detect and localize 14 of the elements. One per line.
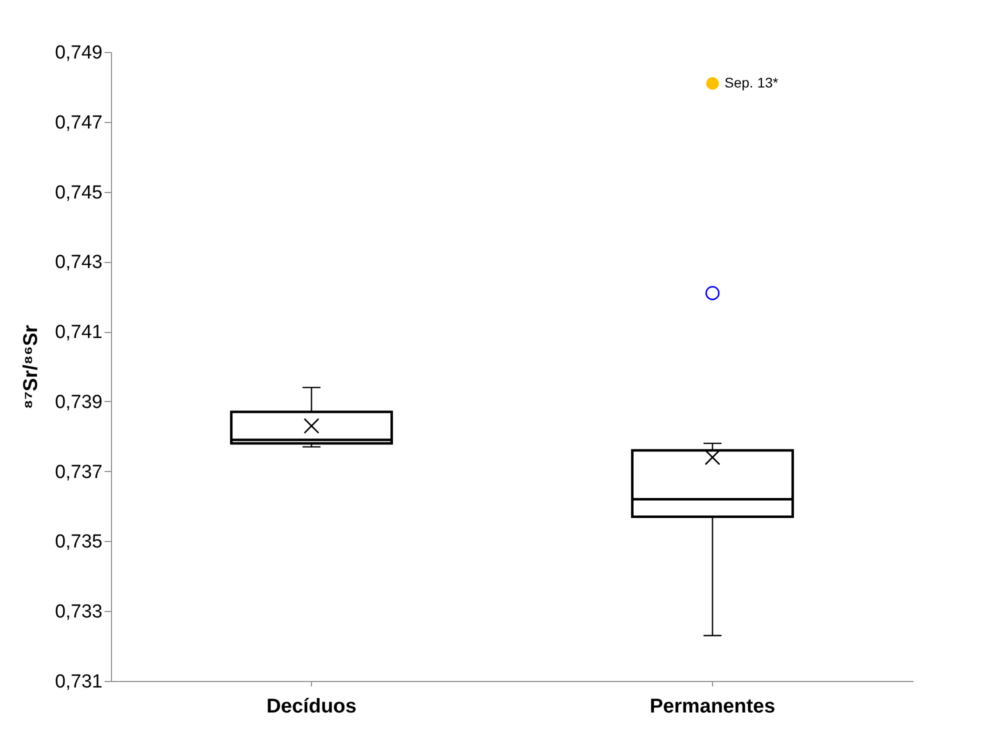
x-tick-label: Permanentes	[650, 696, 776, 718]
x-tick-label: Decíduos	[266, 696, 357, 718]
y-tick-label: 0,749	[54, 42, 102, 64]
y-tick-label: 0,739	[54, 392, 102, 413]
y-tick-label: 0,735	[54, 532, 102, 553]
series-label: Sep. 13*	[724, 74, 779, 90]
y-tick-label: 0,733	[54, 602, 102, 623]
y-tick-label: 0,741	[54, 322, 102, 344]
y-tick-label: 0,737	[54, 462, 102, 483]
y-tick-label: 0,743	[54, 252, 102, 274]
y-tick-label: 0,731	[54, 672, 102, 692]
y-axis-title: ⁸⁷Sr/⁸⁶Sr	[20, 324, 42, 410]
y-tick-label: 0,747	[54, 112, 102, 134]
y-tick-label: 0,745	[54, 182, 102, 204]
